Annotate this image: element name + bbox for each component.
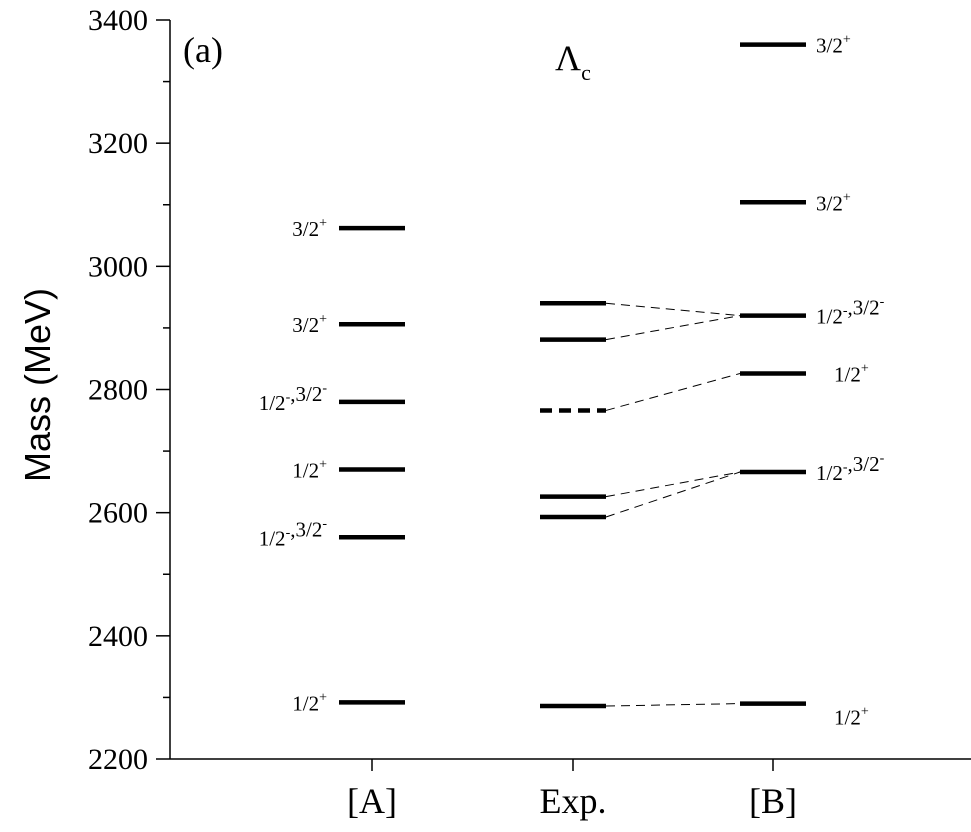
level-label: 1/2-,3/2- (816, 451, 885, 485)
connector-line (605, 315, 741, 341)
level-label: 1/2+ (292, 458, 327, 483)
y-tick-label: 2600 (88, 497, 148, 530)
connectors (605, 302, 741, 707)
x-tick-label-a: [A] (347, 781, 397, 821)
connector-line (605, 471, 741, 518)
y-axis-label: Mass (MeV) (17, 288, 58, 482)
level-label: 1/2+ (834, 361, 869, 386)
y-tick-label: 3000 (88, 250, 148, 283)
level-label: 1/2+ (292, 690, 327, 715)
x-tick-label-exp: Exp. (540, 781, 607, 821)
panel-label: (a) (183, 30, 223, 70)
connector-line (605, 471, 741, 498)
chart-texts: (a) Λc Mass (MeV) (17, 30, 591, 482)
level-label: 3/2+ (292, 216, 327, 241)
level-label: 3/2+ (292, 312, 327, 337)
y-tick-label: 2400 (88, 620, 148, 653)
level-label: 1/2-,3/2- (816, 295, 885, 329)
level-label: 3/2+ (816, 190, 851, 215)
y-tick-label: 2200 (88, 743, 148, 776)
level-labels: 3/2+ 3/2+ 1/2-,3/2- 1/2+ 1/2-,3/2- 1/2+ 3/2+ 3/… (259, 33, 885, 730)
level-label: 1/2-,3/2- (259, 516, 328, 550)
y-ticks: 2200 2400 2600 2800 3000 3200 3400 [A] Exp. [B] (88, 4, 797, 821)
chart-title-main: Λ (555, 38, 581, 78)
chart-title-sub: c (581, 60, 591, 85)
y-tick-label: 2800 (88, 374, 148, 407)
connector-line (605, 703, 741, 707)
level-label: 1/2+ (834, 705, 869, 730)
y-tick-label: 3400 (88, 4, 148, 37)
chart-title: Λc (555, 38, 591, 85)
y-tick-label: 3200 (88, 127, 148, 160)
connector-line (605, 373, 741, 411)
connector-line (605, 302, 741, 317)
levels (339, 42, 806, 709)
level-label: 1/2-,3/2- (259, 381, 328, 415)
level-label: 3/2+ (816, 33, 851, 58)
x-tick-label-b: [B] (749, 781, 797, 821)
